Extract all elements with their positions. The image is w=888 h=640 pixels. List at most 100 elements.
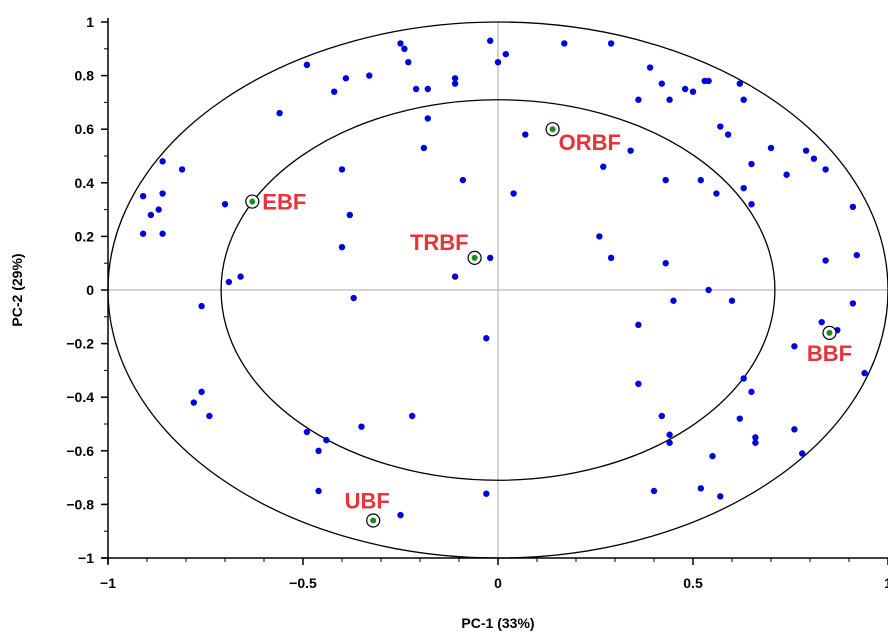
zero-lines [108,22,888,558]
highlight-label: BBF [807,341,852,366]
data-point [682,86,688,92]
data-point [276,110,282,116]
y-tick-label: 0.6 [75,121,95,137]
data-point [487,255,493,261]
data-point [159,190,165,196]
data-point [148,212,154,218]
y-tick-label: −0.4 [66,389,94,405]
data-point [159,231,165,237]
data-point [717,493,723,499]
data-point [561,40,567,46]
data-point [663,177,669,183]
highlight-label: TRBF [410,230,469,255]
data-point [315,488,321,494]
data-point [635,322,641,328]
y-tick-label: −0.6 [66,443,94,459]
data-point [452,80,458,86]
y-tick-label: 1 [86,14,94,30]
data-point [495,59,501,65]
data-point [405,59,411,65]
data-point [822,257,828,263]
highlight-label: EBF [262,190,306,215]
data-point [741,185,747,191]
data-point [156,206,162,212]
data-point [198,303,204,309]
data-point [861,370,867,376]
data-point [304,429,310,435]
data-point [850,204,856,210]
data-point [709,453,715,459]
y-tick-label: 0.8 [75,68,95,84]
data-point [698,485,704,491]
data-point [748,161,754,167]
data-point [666,440,672,446]
data-point [226,279,232,285]
data-point [198,389,204,395]
data-point [413,86,419,92]
data-point [452,273,458,279]
data-point [752,440,758,446]
data-point [315,448,321,454]
data-point [748,201,754,207]
data-point [663,260,669,266]
data-point [460,177,466,183]
data-point [608,255,614,261]
highlight-point [370,517,376,523]
data-point [741,97,747,103]
data-point [483,490,489,496]
x-tick-label: 0.5 [683,575,703,591]
data-point [339,166,345,172]
highlight-point [249,199,255,205]
data-point [304,62,310,68]
data-point [659,413,665,419]
data-point [850,300,856,306]
data-point [803,147,809,153]
x-tick-label: −0.5 [289,575,317,591]
data-point [748,389,754,395]
data-point [191,399,197,405]
data-point [366,72,372,78]
data-point [222,201,228,207]
data-point [159,158,165,164]
x-tick-label: 1 [884,575,888,591]
data-point [487,38,493,44]
data-point [791,343,797,349]
data-point [822,166,828,172]
data-point [351,295,357,301]
data-point [854,252,860,258]
data-point [358,423,364,429]
highlight-point [472,255,478,261]
data-point [741,375,747,381]
data-point [659,80,665,86]
y-tick-label: −1 [78,550,94,566]
data-point [522,131,528,137]
data-point [783,172,789,178]
y-tick-label: 0 [86,282,94,298]
highlight-label: UBF [345,488,390,513]
y-tick-label: 0.4 [75,175,95,191]
data-point [343,75,349,81]
data-point [323,437,329,443]
data-points [140,38,868,519]
y-tick-label: −0.2 [66,336,94,352]
data-point [483,335,489,341]
data-point [698,177,704,183]
data-point [140,231,146,237]
data-point [635,381,641,387]
data-point [425,115,431,121]
highlight-labels: EBF TRBF ORBF BBF UBF [262,130,852,513]
y-tick-label: −0.8 [66,496,94,512]
data-point [647,64,653,70]
data-point [397,40,403,46]
data-point [608,40,614,46]
data-point [347,212,353,218]
x-axis-title: PC-1 (33%) [461,615,534,631]
highlight-point [827,330,833,336]
data-point [600,164,606,170]
data-point [717,123,723,129]
data-point [331,88,337,94]
data-point [425,86,431,92]
data-point [397,512,403,518]
